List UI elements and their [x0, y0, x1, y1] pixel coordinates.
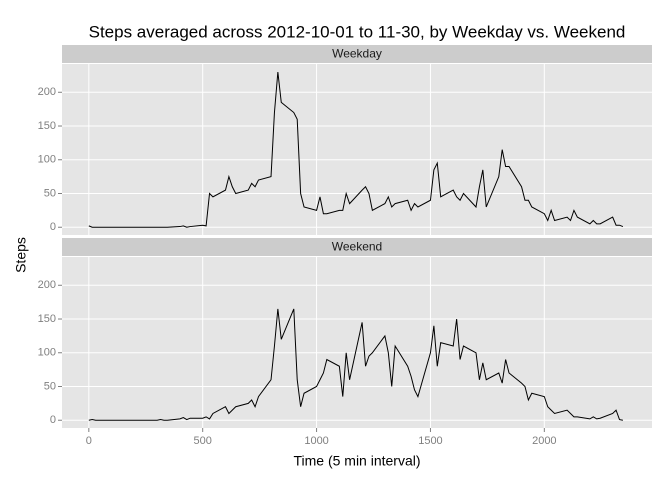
y-tick-label: 50 [44, 380, 56, 392]
x-tick-label: 2000 [532, 435, 556, 447]
y-tick-label: 100 [38, 347, 56, 359]
y-tick-label: 150 [38, 120, 56, 132]
y-tick-label: 0 [50, 221, 56, 233]
x-tick-label: 500 [194, 435, 212, 447]
y-tick-label: 150 [38, 313, 56, 325]
facet-label: Weekday [332, 47, 382, 61]
chart-title: Steps averaged across 2012-10-01 to 11-3… [89, 22, 626, 41]
y-tick-label: 100 [38, 154, 56, 166]
data-line [88, 308, 623, 421]
y-tick-label: 0 [50, 414, 56, 426]
x-axis-label: Time (5 min interval) [293, 453, 420, 469]
x-tick-label: 1500 [418, 435, 442, 447]
x-tick-label: 0 [86, 435, 92, 447]
y-tick-label: 200 [38, 86, 56, 98]
y-axis-label: Steps [13, 237, 29, 273]
data-line [88, 71, 624, 228]
y-tick-label: 200 [38, 279, 56, 291]
y-tick-label: 50 [44, 187, 56, 199]
panel-background [62, 257, 652, 428]
panel-background [62, 64, 652, 235]
facet-strip [62, 45, 652, 63]
facet-label: Weekend [332, 240, 382, 254]
x-tick-label: 1000 [304, 435, 328, 447]
facet-strip [62, 238, 652, 256]
